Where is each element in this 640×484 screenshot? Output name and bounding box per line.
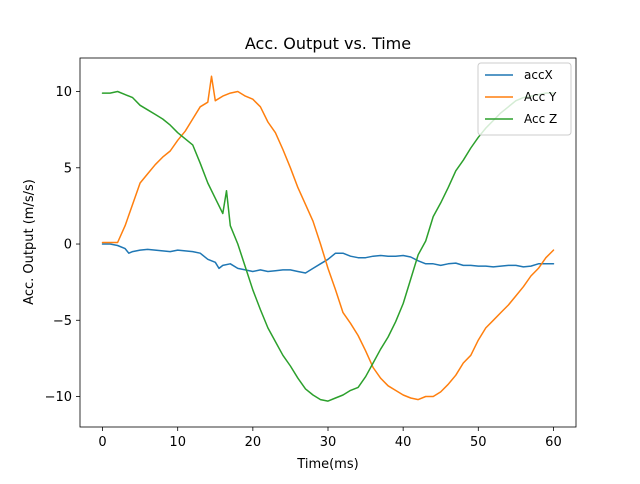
legend-item-acc-z: Acc Z bbox=[485, 112, 557, 126]
y-tick-label: 10 bbox=[55, 85, 72, 100]
x-axis-ticks: 0 10 20 30 40 50 60 bbox=[98, 427, 562, 450]
x-tick-label: 0 bbox=[98, 435, 106, 450]
series-line-acc-y bbox=[101, 75, 555, 401]
series-line-acc-z bbox=[101, 90, 555, 402]
series-layer bbox=[101, 75, 555, 402]
legend-label-acc-y: Acc Y bbox=[524, 90, 557, 104]
y-axis-label: Acc. Output (m/s/s) bbox=[22, 179, 37, 305]
x-tick-label: 60 bbox=[545, 435, 562, 450]
y-tick-label: 0 bbox=[64, 238, 72, 253]
legend-item-accx: accX bbox=[485, 68, 553, 82]
x-axis-label: Time(ms) bbox=[296, 457, 358, 472]
y-tick-label: −10 bbox=[45, 390, 72, 405]
y-tick-label: −5 bbox=[53, 314, 72, 329]
x-tick-label: 50 bbox=[470, 435, 487, 450]
chart-title: Acc. Output vs. Time bbox=[245, 34, 411, 53]
series-line-accx bbox=[101, 243, 555, 274]
x-tick-label: 10 bbox=[169, 435, 186, 450]
y-axis-ticks: −10 −5 0 5 10 bbox=[45, 85, 80, 405]
legend: accX Acc Y Acc Z bbox=[477, 62, 572, 136]
legend-item-acc-y: Acc Y bbox=[485, 90, 557, 104]
x-tick-label: 20 bbox=[245, 435, 262, 450]
legend-label-accx: accX bbox=[524, 68, 553, 82]
legend-label-acc-z: Acc Z bbox=[524, 112, 557, 126]
x-tick-label: 40 bbox=[395, 435, 412, 450]
legend-box bbox=[477, 62, 572, 136]
y-tick-label: 5 bbox=[64, 161, 72, 176]
x-tick-label: 30 bbox=[320, 435, 337, 450]
